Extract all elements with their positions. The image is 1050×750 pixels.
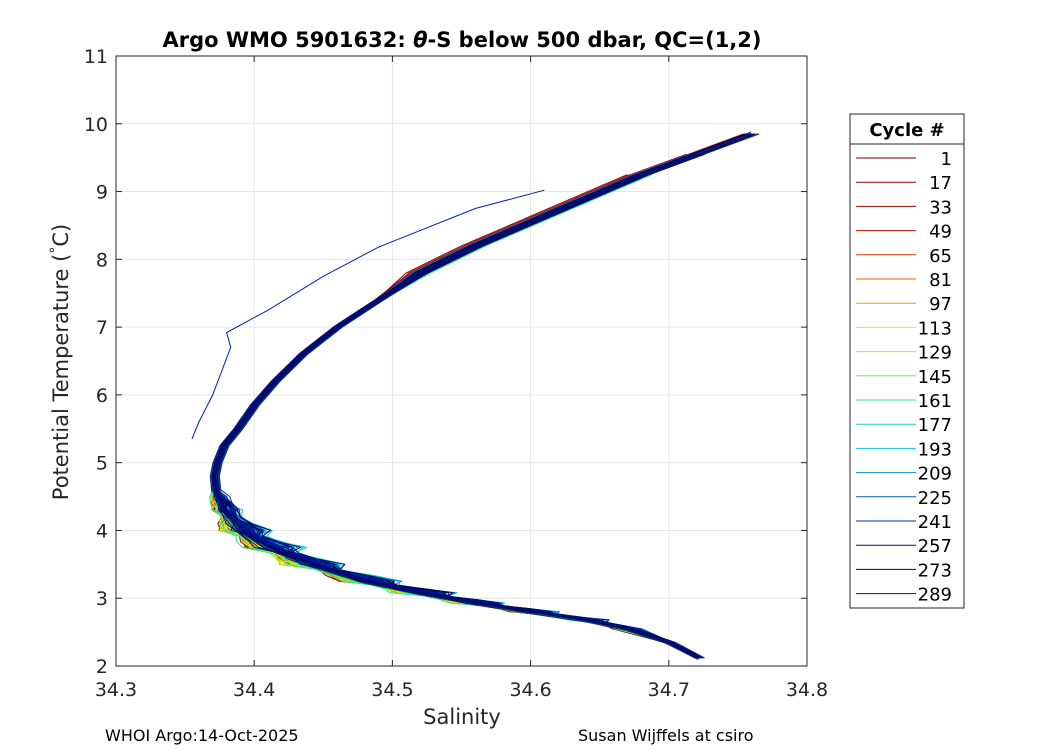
legend-label: 161 [918, 391, 952, 412]
plot-area [116, 56, 807, 666]
legend-entry: 209 [856, 464, 952, 485]
legend-label: 241 [918, 512, 952, 533]
legend-entry: 257 [856, 536, 952, 557]
plot-axes: 34.3 34.4 34.5 34.6 34.7 34.8 2 3 4 5 6 7 8 9 10 11 [84, 46, 828, 701]
legend-entries: 1 17 33 49 65 81 97 113 129 145 161 177 193 209 225 241… [856, 149, 952, 606]
legend-label: 193 [918, 439, 952, 460]
legend-label: 113 [918, 318, 952, 339]
legend-label: 1 [941, 149, 952, 170]
legend-label: 17 [929, 173, 952, 194]
legend-label: 49 [929, 222, 952, 243]
legend: Cycle # 1 17 33 49 65 81 97 113 129 145 161 177 193 2… [849, 113, 965, 609]
x-tick-label: 34.3 [95, 679, 137, 701]
title-suffix: -S below 500 dbar, QC=(1,2) [428, 28, 762, 52]
legend-label: 97 [929, 294, 952, 315]
y-axis-label-main: Potential Temperature ( [49, 254, 73, 501]
legend-box [849, 113, 965, 609]
legend-entry: 97 [856, 294, 952, 315]
legend-entry: 113 [856, 318, 952, 339]
x-tick-label: 34.4 [233, 679, 275, 701]
legend-entry: 1 [856, 149, 952, 170]
legend-entry: 241 [856, 512, 952, 533]
legend-entry: 49 [856, 222, 952, 243]
y-tick-label: 3 [96, 588, 108, 610]
axis-ticks: 34.3 34.4 34.5 34.6 34.7 34.8 2 3 4 5 6 7 8 9 10 11 [84, 46, 828, 701]
legend-label: 129 [918, 343, 952, 364]
axes-box [115, 55, 808, 667]
legend-label: 257 [918, 536, 952, 557]
legend-label: 33 [929, 197, 952, 218]
legend-entry: 161 [856, 391, 952, 412]
y-tick-label: 4 [96, 520, 108, 542]
y-tick-label: 9 [96, 182, 108, 204]
legend-label: 177 [918, 415, 952, 436]
legend-label: 145 [918, 367, 952, 388]
legend-entry: 81 [856, 270, 952, 291]
legend-label: 273 [918, 560, 952, 581]
y-tick-label: 2 [96, 656, 108, 678]
profile-lines [191, 131, 761, 661]
legend-entry: 225 [856, 488, 952, 509]
legend-label: 225 [918, 488, 952, 509]
title-theta-symbol: θ [413, 28, 427, 52]
y-axis-label-unit: C) [49, 224, 73, 247]
y-axis-label-degree: ° [48, 247, 64, 254]
y-axis-label: Potential Temperature (°C) [48, 224, 73, 500]
x-tick-label: 34.6 [509, 679, 551, 701]
x-tick-label: 34.5 [371, 679, 413, 701]
y-tick-label: 8 [96, 249, 108, 271]
legend-entry: 17 [856, 173, 952, 194]
legend-label: 209 [918, 464, 952, 485]
legend-entry: 177 [856, 415, 952, 436]
legend-entry: 33 [856, 197, 952, 218]
title-prefix: Argo WMO 5901632: [162, 28, 413, 52]
legend-entry: 273 [856, 560, 952, 581]
legend-label: 289 [918, 585, 952, 606]
legend-entry: 193 [856, 439, 952, 460]
footer-left: WHOI Argo:14-Oct-2025 [105, 726, 299, 745]
footer-right: Susan Wijffels at csiro [578, 726, 754, 745]
chart-title: Argo WMO 5901632: θ-S below 500 dbar, QC… [162, 28, 761, 52]
y-tick-label: 10 [84, 114, 108, 136]
legend-entry: 289 [856, 585, 952, 606]
y-tick-label: 11 [84, 46, 108, 68]
x-tick-label: 34.8 [786, 679, 828, 701]
x-tick-label: 34.7 [648, 679, 690, 701]
legend-label: 65 [929, 246, 952, 267]
legend-entry: 65 [856, 246, 952, 267]
x-axis-label: Salinity [423, 705, 501, 729]
legend-title: Cycle # [869, 120, 944, 141]
profile-core-band [211, 131, 753, 661]
grid-lines [116, 56, 807, 666]
legend-entry: 145 [856, 367, 952, 388]
legend-entry: 129 [856, 343, 952, 364]
legend-label: 81 [929, 270, 952, 291]
y-tick-label: 6 [96, 385, 108, 407]
y-tick-label: 7 [96, 317, 108, 339]
y-tick-label: 5 [96, 453, 108, 475]
outlier-profile-line [191, 189, 545, 440]
